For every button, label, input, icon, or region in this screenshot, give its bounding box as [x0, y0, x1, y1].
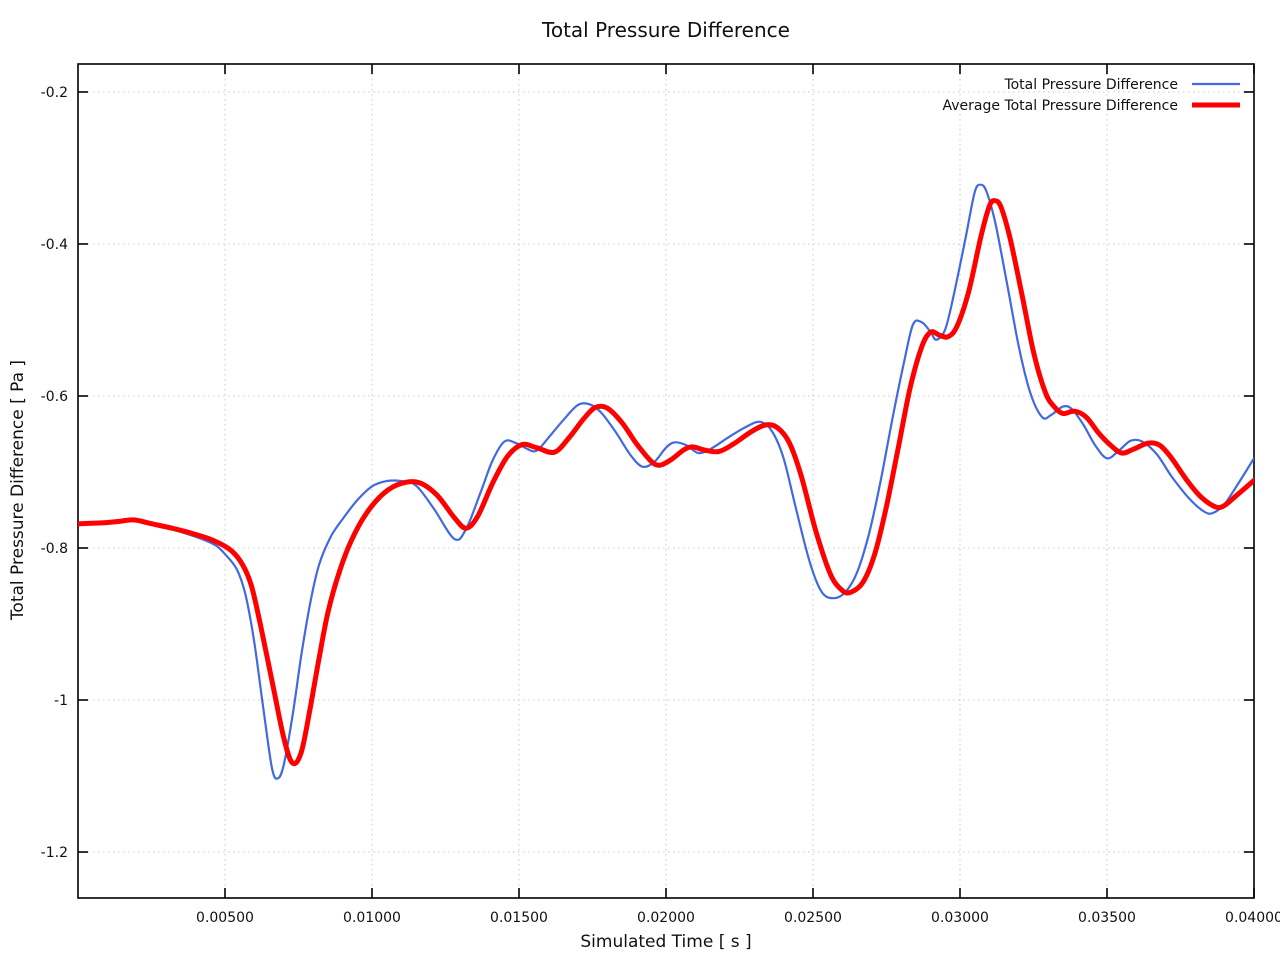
legend-label: Total Pressure Difference	[1003, 77, 1178, 93]
x-tick-label: 0.04000	[1225, 910, 1280, 926]
series-lines	[78, 183, 1254, 780]
legend-entry: Total Pressure Difference	[1003, 77, 1240, 93]
y-tick-label: -0.4	[41, 237, 68, 253]
y-tick-label: -0.2	[41, 85, 68, 101]
x-axis-label: Simulated Time [ s ]	[580, 932, 752, 952]
x-tick-label: 0.03000	[931, 910, 989, 926]
y-tick-label: -0.8	[41, 541, 68, 557]
legend-label: Average Total Pressure Difference	[943, 98, 1179, 114]
grid-lines	[78, 64, 1255, 898]
chart-title: Total Pressure Difference	[542, 18, 790, 42]
legend: Total Pressure Difference Average Total P…	[943, 77, 1240, 114]
x-tick-labels: 0.00500 0.01000 0.01500 0.02000 0.02500 0.030…	[196, 910, 1280, 926]
y-tick-label: -1.2	[41, 845, 68, 861]
x-tick-label: 0.02000	[637, 910, 695, 926]
series-line-average	[78, 198, 1254, 767]
series-line-raw	[78, 183, 1254, 780]
x-tick-label: 0.03500	[1078, 910, 1136, 926]
x-tick-label: 0.02500	[784, 910, 842, 926]
x-tick-label: 0.01500	[490, 910, 548, 926]
y-axis-label: Total Pressure Difference [ Pa ]	[8, 359, 28, 621]
x-tick-label: 0.00500	[196, 910, 254, 926]
y-tick-label: -0.6	[41, 389, 68, 405]
y-tick-labels: -0.2 -0.4 -0.6 -0.8 -1 -1.2	[41, 85, 68, 861]
y-tick-label: -1	[54, 693, 68, 709]
tick-marks	[78, 64, 1255, 898]
x-tick-label: 0.01000	[343, 910, 401, 926]
legend-entry: Average Total Pressure Difference	[943, 98, 1240, 114]
